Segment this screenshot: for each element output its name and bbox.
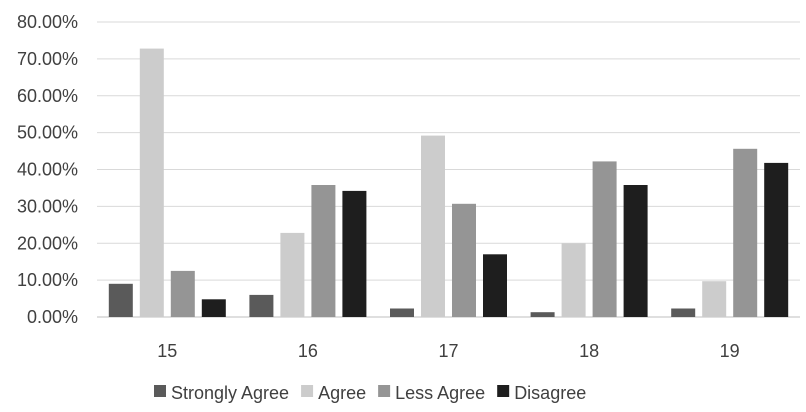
x-tick-label: 15 bbox=[157, 341, 177, 361]
x-tick-label: 17 bbox=[438, 341, 458, 361]
legend-label: Agree bbox=[318, 383, 366, 403]
bar-disagree-17 bbox=[483, 254, 507, 317]
legend-swatch bbox=[154, 385, 166, 397]
legend-label: Disagree bbox=[514, 383, 586, 403]
y-tick-label: 20.00% bbox=[17, 233, 78, 253]
bar-less-agree-18 bbox=[592, 161, 617, 317]
bars bbox=[108, 48, 789, 318]
y-axis-ticks: 0.00% 10.00% 20.00% 30.00% 40.00% 50.00% 60.00… bbox=[17, 12, 78, 327]
x-axis-ticks: 15 16 17 18 19 bbox=[157, 341, 739, 361]
y-tick-label: 60.00% bbox=[17, 86, 78, 106]
y-tick-label: 70.00% bbox=[17, 49, 78, 69]
bar-strongly-agree-19 bbox=[671, 308, 696, 317]
bar-agree-15 bbox=[139, 48, 164, 317]
legend-label: Strongly Agree bbox=[171, 383, 289, 403]
bar-less-agree-15 bbox=[170, 270, 195, 317]
legend-swatch bbox=[378, 385, 391, 397]
bar-disagree-15 bbox=[201, 299, 226, 317]
x-tick-label: 19 bbox=[720, 341, 740, 361]
legend-swatch bbox=[497, 385, 510, 397]
legend-label: Less Agree bbox=[395, 383, 485, 403]
x-tick-label: 16 bbox=[298, 341, 318, 361]
bar-agree-16 bbox=[280, 232, 305, 317]
bar-strongly-agree-17 bbox=[390, 308, 414, 317]
y-tick-label: 50.00% bbox=[17, 123, 78, 143]
bar-less-agree-17 bbox=[452, 203, 476, 317]
bar-agree-17 bbox=[421, 135, 445, 317]
y-tick-label: 30.00% bbox=[17, 196, 78, 216]
bar-strongly-agree-15 bbox=[108, 283, 133, 317]
bar-agree-18 bbox=[561, 243, 586, 318]
legend: Strongly Agree Agree Less Agree Disagree bbox=[154, 383, 586, 403]
bar-less-agree-19 bbox=[733, 148, 758, 317]
bar-disagree-19 bbox=[764, 162, 789, 317]
y-tick-label: 80.00% bbox=[17, 12, 78, 32]
y-tick-label: 10.00% bbox=[17, 270, 78, 290]
legend-swatch bbox=[301, 385, 314, 397]
y-tick-label: 0.00% bbox=[27, 307, 78, 327]
bar-agree-19 bbox=[702, 281, 727, 317]
bar-disagree-18 bbox=[623, 185, 648, 317]
bar-strongly-agree-16 bbox=[249, 294, 274, 317]
bar-disagree-16 bbox=[342, 190, 367, 317]
bar-less-agree-16 bbox=[311, 185, 336, 317]
gridlines bbox=[97, 21, 800, 318]
bar-strongly-agree-18 bbox=[530, 312, 555, 317]
x-tick-label: 18 bbox=[579, 341, 599, 361]
y-tick-label: 40.00% bbox=[17, 160, 78, 180]
